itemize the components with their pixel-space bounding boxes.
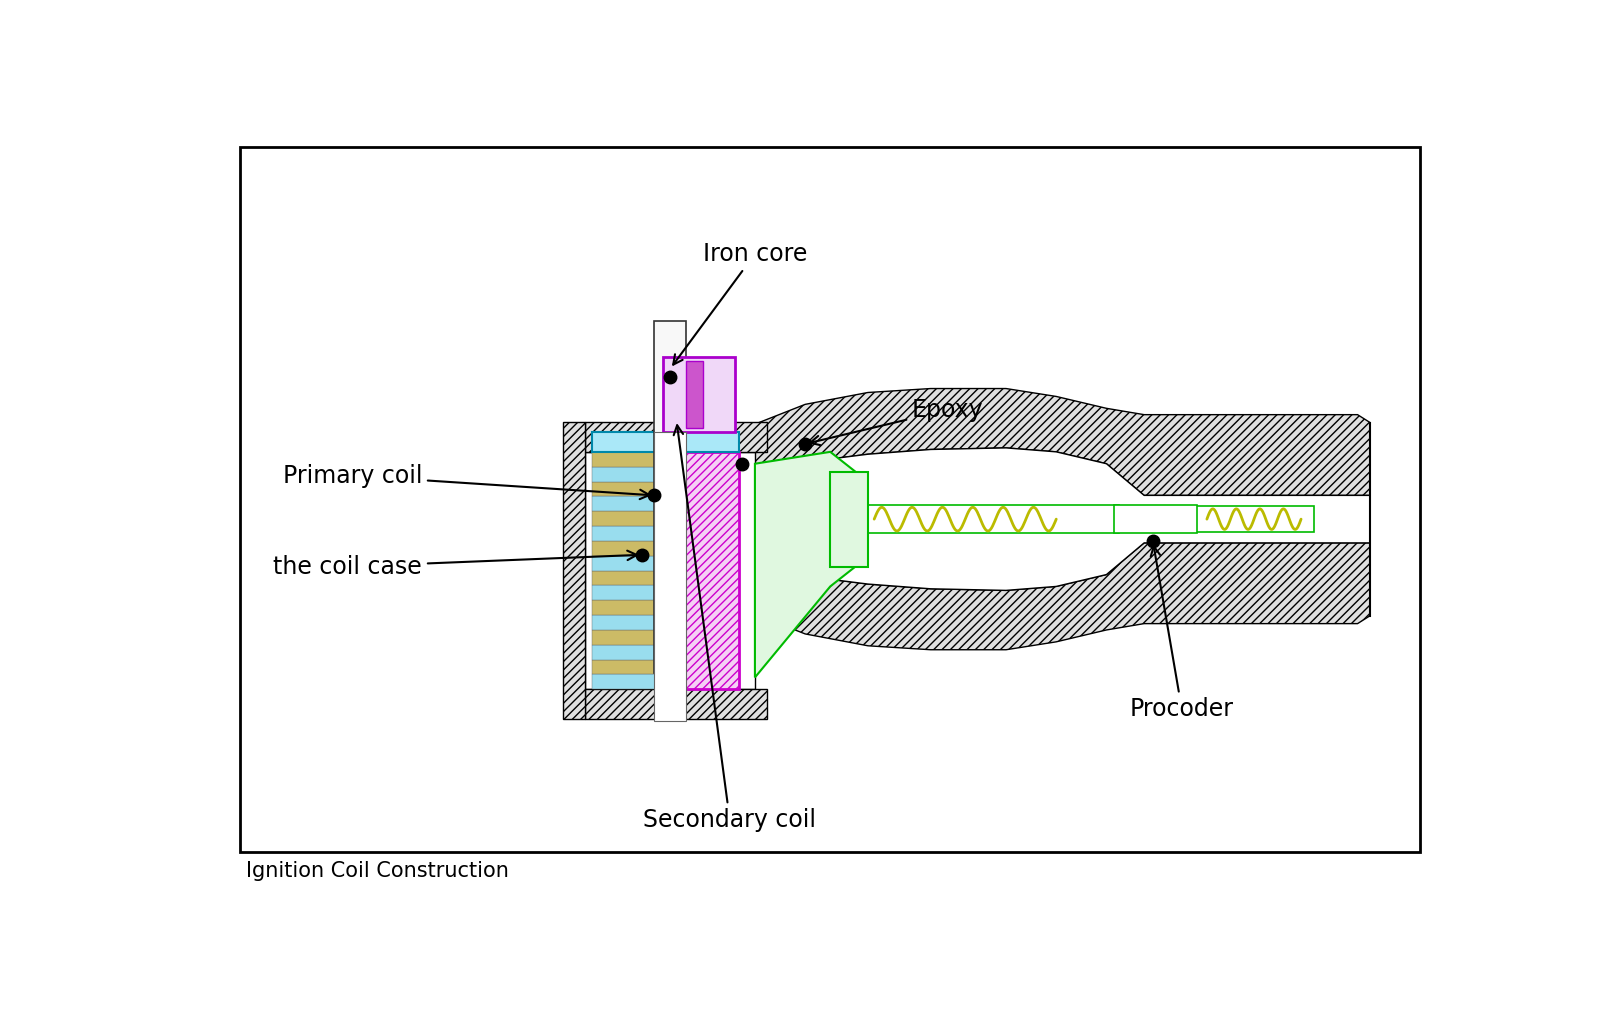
Bar [591,541,674,556]
Bar [591,497,674,511]
Bar [591,674,674,690]
Bar [591,630,674,645]
Bar [591,585,674,600]
Bar [654,432,687,721]
Bar [585,690,768,720]
Bar [591,452,674,467]
Text: Primary coil: Primary coil [284,464,650,500]
Bar [585,421,768,452]
Bar [1194,507,1314,531]
Bar [591,556,674,571]
Bar [591,571,674,585]
Text: the coil case: the coil case [274,551,637,579]
Bar [585,452,755,690]
Text: Secondary coil: Secondary coil [643,426,816,832]
Bar [591,432,739,452]
Text: Epoxy: Epoxy [810,398,983,445]
Bar [663,357,735,432]
Text: Procoder: Procoder [1129,546,1234,721]
Bar [591,526,674,541]
Bar [829,472,868,566]
Bar [685,361,703,428]
Polygon shape [755,389,1371,495]
Bar [591,660,674,674]
Bar [562,421,585,720]
Polygon shape [755,543,1371,650]
Bar [591,481,674,497]
Bar [1115,505,1197,534]
Text: Iron core: Iron core [674,242,807,365]
Bar [654,321,687,673]
Bar [240,147,1421,851]
Bar [591,600,674,615]
Bar [591,615,674,630]
Bar [591,467,674,481]
Bar [591,645,674,660]
Bar [868,505,1119,534]
Bar [591,511,674,526]
Polygon shape [755,448,1371,590]
Bar [676,452,739,690]
Polygon shape [755,452,855,677]
Text: Ignition Coil Construction: Ignition Coil Construction [246,861,509,881]
